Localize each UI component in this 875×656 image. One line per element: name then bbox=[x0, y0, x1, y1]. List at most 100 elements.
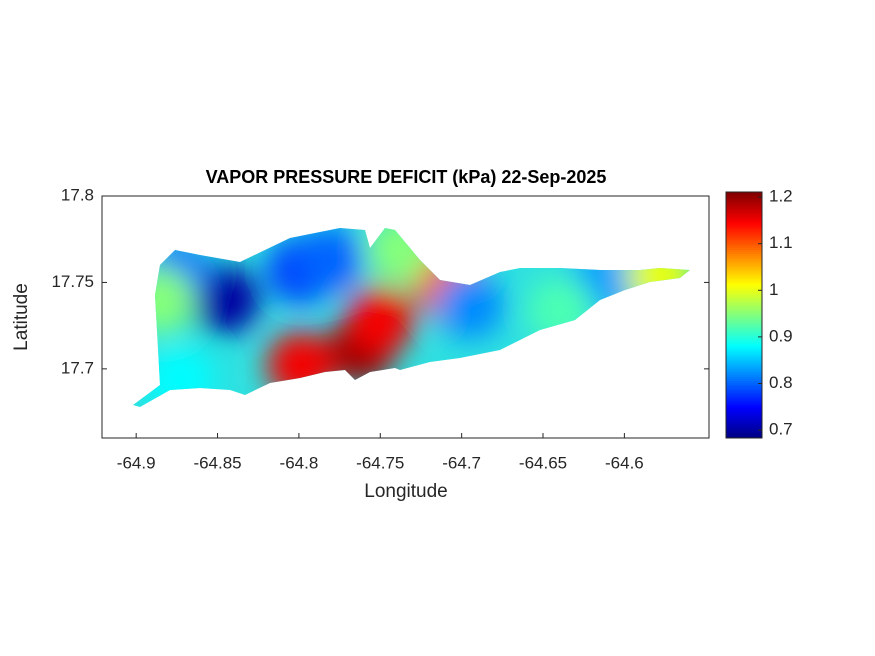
colorbar-stripe bbox=[726, 315, 762, 318]
colorbar-stripe bbox=[726, 427, 762, 431]
colorbar-stripe bbox=[726, 206, 762, 209]
y-axis-title: Latitude bbox=[11, 283, 32, 351]
colorbar-stripe bbox=[726, 372, 762, 375]
colorbar-stripe bbox=[726, 304, 762, 308]
y-tick-label: 17.7 bbox=[61, 358, 94, 377]
colorbar-stripe bbox=[726, 282, 762, 285]
colorbar-stripe bbox=[726, 294, 762, 298]
colorbar-stripe bbox=[726, 380, 762, 384]
colorbar-stripe bbox=[726, 390, 762, 394]
colorbar-stripe bbox=[726, 399, 762, 402]
colorbar-stripe bbox=[726, 265, 762, 269]
colorbar-stripe bbox=[726, 261, 762, 265]
colorbar-stripe bbox=[726, 366, 762, 369]
colorbar-stripe bbox=[726, 405, 762, 408]
colorbar-stripe bbox=[726, 417, 762, 421]
colorbar-stripe bbox=[726, 345, 762, 349]
colorbar-stripe bbox=[726, 212, 762, 216]
colorbar-stripe bbox=[726, 317, 762, 320]
colorbar-stripe bbox=[726, 343, 762, 347]
colorbar-stripe bbox=[726, 249, 762, 252]
colorbar-stripe bbox=[726, 230, 762, 234]
colorbar-stripe bbox=[726, 263, 762, 267]
colorbar-stripe bbox=[726, 192, 762, 195]
colorbar-stripe bbox=[726, 259, 762, 263]
colorbar-stripe bbox=[726, 376, 762, 380]
colorbar-stripe bbox=[726, 331, 762, 334]
colorbar-stripe bbox=[726, 235, 762, 238]
colorbar-tick-label: 1.2 bbox=[769, 187, 793, 206]
colorbar-stripe bbox=[726, 374, 762, 377]
colorbar-stripe bbox=[726, 382, 762, 386]
field-spot bbox=[346, 286, 415, 355]
colorbar-stripe bbox=[726, 233, 762, 236]
colorbar-stripe bbox=[726, 349, 762, 353]
colorbar-stripe bbox=[726, 386, 762, 390]
colorbar-stripe bbox=[726, 358, 762, 361]
colorbar-stripe bbox=[726, 220, 762, 224]
colorbar-stripe bbox=[726, 413, 762, 416]
colorbar-stripe bbox=[726, 407, 762, 410]
colorbar-stripe bbox=[726, 237, 762, 240]
colorbar-stripe bbox=[726, 351, 762, 355]
colorbar-stripe bbox=[726, 218, 762, 222]
colorbar-stripe bbox=[726, 302, 762, 306]
colorbar-stripe bbox=[726, 239, 762, 242]
colorbar-stripe bbox=[726, 433, 762, 437]
colorbar-stripe bbox=[726, 271, 762, 275]
colorbar-stripe bbox=[726, 415, 762, 418]
colorbar-stripe bbox=[726, 255, 762, 259]
x-tick-label: -64.6 bbox=[605, 453, 644, 472]
colorbar-stripe bbox=[726, 312, 762, 316]
colorbar-stripe bbox=[726, 329, 762, 332]
colorbar-stripe bbox=[726, 360, 762, 363]
colorbar-stripe bbox=[726, 251, 762, 254]
colorbar-stripe bbox=[726, 419, 762, 423]
x-tick-label: -64.85 bbox=[193, 453, 241, 472]
colorbar-stripe bbox=[726, 257, 762, 261]
colorbar-stripe bbox=[726, 339, 762, 343]
colorbar-frame bbox=[725, 191, 763, 439]
colorbar-stripe bbox=[726, 228, 762, 232]
y-tick-label: 17.75 bbox=[51, 272, 94, 291]
colorbar-stripe bbox=[726, 247, 762, 250]
colorbar-stripe bbox=[726, 280, 762, 283]
colorbar-stripe bbox=[726, 425, 762, 429]
colorbar-stripe bbox=[726, 401, 762, 404]
colorbar-stripe bbox=[726, 394, 762, 398]
colorbar-stripe bbox=[726, 435, 762, 439]
x-tick-label: -64.65 bbox=[519, 453, 567, 472]
colorbar-stripe bbox=[726, 384, 762, 388]
colorbar-stripe bbox=[726, 210, 762, 213]
colorbar-stripe bbox=[726, 356, 762, 359]
colorbar-stripe bbox=[726, 335, 762, 339]
colorbar-stripe bbox=[726, 368, 762, 371]
colorbar-stripe bbox=[726, 194, 762, 197]
colorbar-stripe bbox=[726, 226, 762, 230]
colorbar-stripe bbox=[726, 310, 762, 314]
colorbar-stripe bbox=[726, 196, 762, 199]
colorbar-stripe bbox=[726, 202, 762, 205]
colorbar-stripe bbox=[726, 306, 762, 310]
x-tick-label: -64.75 bbox=[356, 453, 404, 472]
colorbar-stripe bbox=[726, 325, 762, 328]
colorbar-stripe bbox=[726, 403, 762, 406]
colorbar-stripe bbox=[726, 208, 762, 211]
x-tick-label: -64.7 bbox=[442, 453, 481, 472]
colorbar-stripe bbox=[726, 319, 762, 322]
field-spot bbox=[191, 265, 260, 334]
colorbar-stripe bbox=[726, 300, 762, 304]
x-axis-title: Longitude bbox=[364, 481, 447, 502]
y-tick-label: 17.8 bbox=[61, 185, 94, 204]
colorbar-stripe bbox=[726, 243, 762, 246]
colorbar-stripe bbox=[726, 378, 762, 382]
colorbar-stripe bbox=[726, 388, 762, 392]
colorbar-stripe bbox=[726, 370, 762, 373]
colorbar-stripe bbox=[726, 253, 762, 257]
colorbar-stripe bbox=[726, 333, 762, 336]
colorbar: 0.7 0.8 0.9 1 1.1 1.2 bbox=[725, 187, 793, 439]
colorbar-stripe bbox=[726, 216, 762, 220]
colorbar-stripe bbox=[726, 411, 762, 414]
colorbar-stripe bbox=[726, 276, 762, 279]
